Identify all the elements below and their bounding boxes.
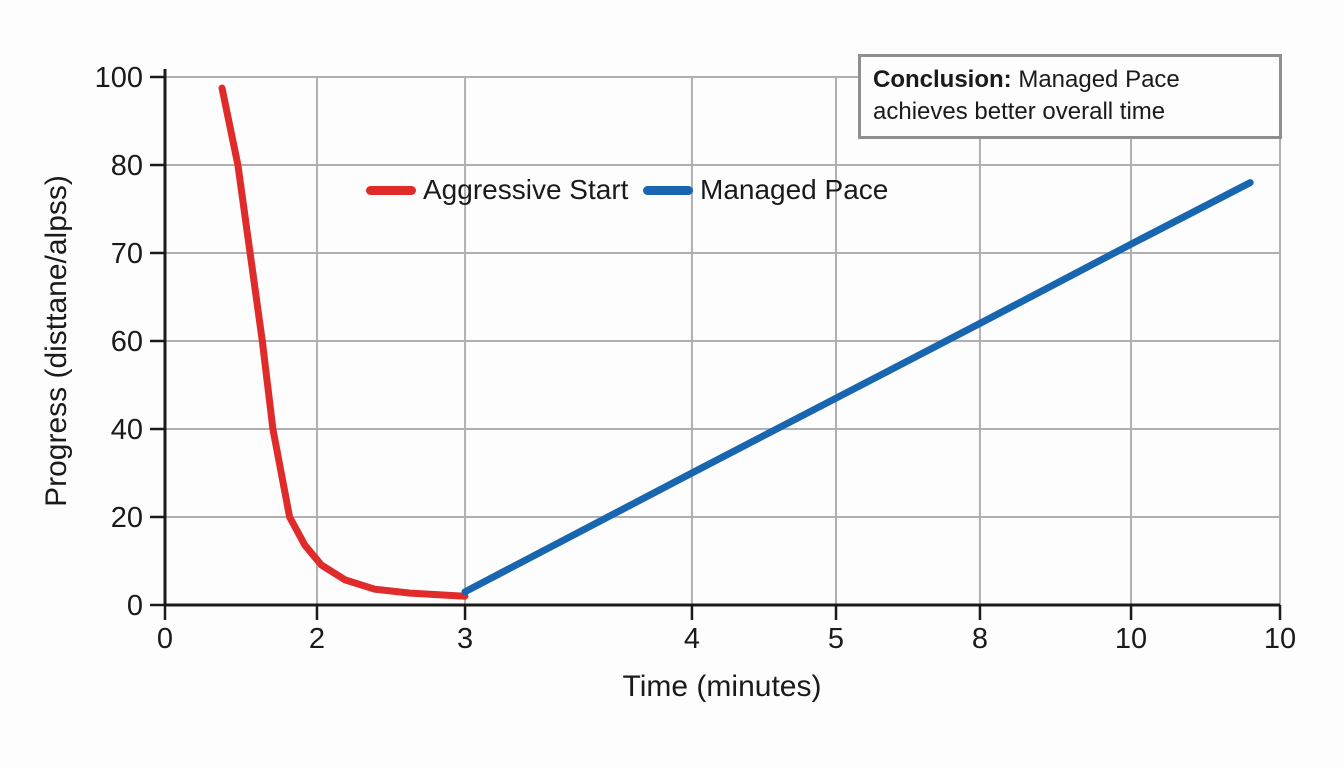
conclusion-box: Conclusion: Managed Pace achieves better… bbox=[858, 54, 1282, 140]
conclusion-text: Managed Pace achieves better overall tim… bbox=[873, 66, 1180, 125]
y-tick-label: 100 bbox=[95, 62, 143, 94]
legend-swatch-aggressive-start bbox=[366, 185, 416, 195]
legend-item-managed-pace: Managed Pace bbox=[643, 174, 888, 206]
legend-swatch-managed-pace bbox=[643, 185, 693, 195]
series-line-1 bbox=[461, 179, 1254, 596]
x-tick-label: 0 bbox=[157, 623, 173, 655]
x-tick-label: 10 bbox=[1264, 623, 1296, 655]
y-tick-label: 80 bbox=[111, 150, 143, 182]
legend-label-managed-pace: Managed Pace bbox=[700, 174, 889, 205]
y-tick-label: 60 bbox=[111, 326, 143, 358]
y-tick-label: 20 bbox=[111, 502, 143, 534]
y-axis-title: Progress (disttane/alpss) bbox=[40, 175, 73, 507]
x-tick-label: 4 bbox=[684, 623, 700, 655]
series-line-0 bbox=[218, 84, 469, 600]
x-axis-title: Time (minutes) bbox=[622, 670, 822, 703]
y-tick-label: 40 bbox=[111, 414, 143, 446]
y-tick-label: 0 bbox=[127, 590, 143, 622]
x-tick-label: 8 bbox=[972, 623, 988, 655]
x-tick-label: 5 bbox=[828, 623, 844, 655]
x-tick-label: 2 bbox=[309, 623, 325, 655]
y-tick-label: 70 bbox=[111, 238, 143, 270]
x-tick-label: 10 bbox=[1115, 623, 1147, 655]
legend-label-aggressive-start: Aggressive Start bbox=[423, 174, 629, 205]
conclusion-bold-label: Conclusion: bbox=[873, 66, 1012, 93]
x-tick-label: 3 bbox=[457, 623, 473, 655]
legend-item-aggressive-start: Aggressive Start bbox=[366, 174, 628, 206]
